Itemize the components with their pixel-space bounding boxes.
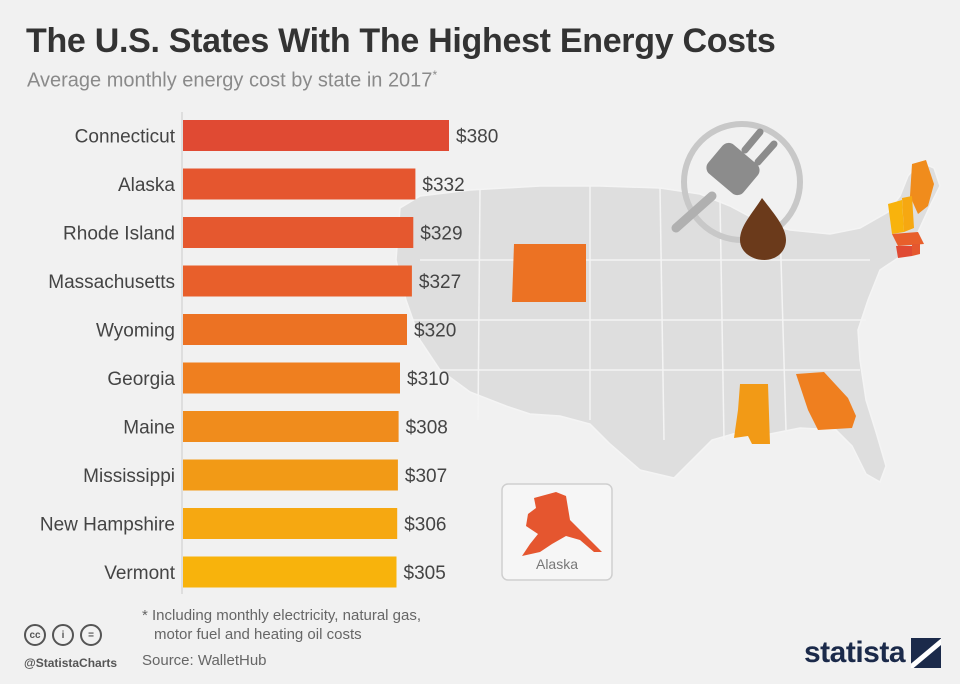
state-connecticut <box>896 246 912 258</box>
footnote-line-2: motor fuel and heating oil costs <box>154 626 362 643</box>
category-label: Vermont <box>104 563 175 584</box>
oil-drop-icon <box>740 198 786 260</box>
value-label: $308 <box>406 418 448 439</box>
category-label: Rhode Island <box>63 224 175 245</box>
statista-logo[interactable]: statista <box>804 636 942 670</box>
footnote: * Including monthly electricity, natural… <box>142 606 421 644</box>
category-label: Connecticut <box>75 127 176 148</box>
state-maine <box>910 160 934 214</box>
category-label: New Hampshire <box>40 515 175 536</box>
us-map-outline <box>395 161 941 484</box>
state-rhode-island <box>912 244 920 256</box>
twitter-handle[interactable]: @StatistaCharts <box>24 656 118 670</box>
bar <box>183 556 397 588</box>
category-label: Mississippi <box>83 466 175 487</box>
chart-title: The U.S. States With The Highest Energy … <box>26 22 776 60</box>
source-note: Source: WalletHub <box>142 652 267 669</box>
category-label: Alaska <box>118 175 175 196</box>
state-mississippi <box>734 384 770 444</box>
bar <box>183 168 416 200</box>
bar <box>183 314 407 345</box>
state-new-hampshire <box>902 196 914 232</box>
state-alaska <box>522 492 602 556</box>
by-icon: i <box>52 624 74 646</box>
license-icons: cc i = <box>24 624 102 646</box>
cc-icon: cc <box>24 624 46 646</box>
value-label: $320 <box>414 321 456 342</box>
chart-subtitle: Average monthly energy cost by state in … <box>27 68 437 93</box>
bar <box>183 362 400 394</box>
alaska-inset <box>501 483 613 581</box>
bar <box>183 411 399 442</box>
bar <box>183 508 398 539</box>
category-label: Maine <box>123 418 175 439</box>
value-label: $327 <box>419 272 461 293</box>
footnote-line-1: * Including monthly electricity, natural… <box>142 607 422 624</box>
bar <box>183 459 398 491</box>
bars-layer: Connecticut $380 Alaska $332 Rhode Island $32… <box>40 120 498 588</box>
value-label: $329 <box>420 224 462 245</box>
alaska-inset-label: Alaska <box>535 556 579 572</box>
state-georgia <box>796 372 856 430</box>
value-label: $307 <box>405 466 447 487</box>
state-borders <box>410 186 870 441</box>
bar <box>183 120 449 151</box>
bar <box>183 265 412 297</box>
category-label: Wyoming <box>96 321 175 342</box>
value-label: $332 <box>422 175 464 196</box>
statista-mark-icon <box>911 638 942 668</box>
state-massachusetts <box>892 232 924 246</box>
value-label: $380 <box>456 127 498 148</box>
bar <box>183 217 414 248</box>
value-label: $310 <box>407 369 449 390</box>
state-wyoming <box>512 244 586 302</box>
nd-icon: = <box>80 624 102 646</box>
value-label: $306 <box>404 515 446 536</box>
subtitle-text: Average monthly energy cost by state in … <box>27 69 433 92</box>
subtitle-footnote-mark: * <box>432 68 438 82</box>
state-vermont <box>888 200 904 234</box>
us-map <box>395 160 941 484</box>
category-label: Massachusetts <box>48 272 175 293</box>
category-label: Georgia <box>107 369 175 390</box>
value-label: $305 <box>404 563 446 584</box>
brand-name: statista <box>804 636 906 669</box>
